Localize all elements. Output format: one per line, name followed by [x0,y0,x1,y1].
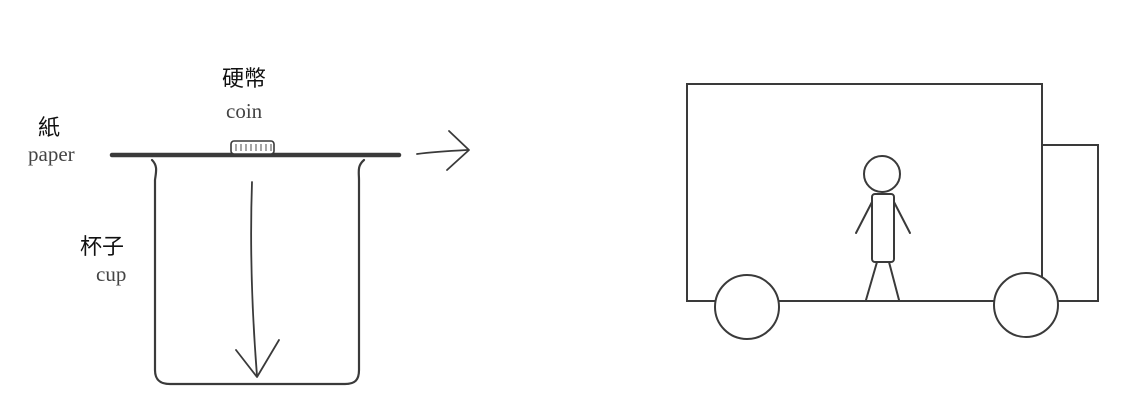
person-torso [871,193,895,263]
truck-rear-wheel [714,274,780,340]
coin-paper-cup-figure: 硬幣 coin 紙 paper 杯子 cup [28,67,470,386]
truck-person-figure [686,83,1099,340]
truck-cab [1041,144,1099,302]
person-left-arm [855,201,873,234]
person-head [863,155,901,193]
standing-person [855,155,911,301]
person-right-leg [888,261,900,301]
truck-cargo-box [686,83,1043,302]
pull-arrow [416,130,470,171]
fall-arrow [235,181,280,378]
cup-outline [150,158,366,386]
paper-label-zh: 紙 [38,116,60,141]
cup-label-en: cup [96,262,126,286]
truck-front-wheel [993,272,1059,338]
person-left-leg [865,261,878,301]
person-right-arm [893,201,911,234]
coin [230,140,275,155]
cup-label-zh: 杯子 [80,235,124,260]
paper-label-en: paper [28,142,75,166]
coin-label-en: coin [226,99,263,123]
coin-label-zh: 硬幣 [222,67,266,92]
